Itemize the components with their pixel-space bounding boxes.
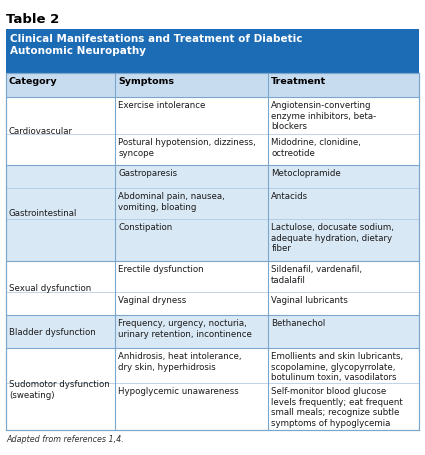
Text: Metoclopramide: Metoclopramide <box>271 168 341 177</box>
Text: Antacids: Antacids <box>271 192 309 201</box>
Text: Frequency, urgency, nocturia,
urinary retention, incontinence: Frequency, urgency, nocturia, urinary re… <box>119 318 252 338</box>
Text: Postural hypotension, dizziness,
syncope: Postural hypotension, dizziness, syncope <box>119 138 256 158</box>
Bar <box>6 262 419 315</box>
Text: Category: Category <box>9 77 58 86</box>
Text: Emollients and skin lubricants,
scopolamine, glycopyrrolate,
botulinum toxin, va: Emollients and skin lubricants, scopolam… <box>271 351 403 381</box>
Text: Lactulose, docusate sodium,
adequate hydration, dietary
fiber: Lactulose, docusate sodium, adequate hyd… <box>271 222 394 253</box>
Bar <box>6 315 419 348</box>
Text: Sildenafil, vardenafil,
tadalafil: Sildenafil, vardenafil, tadalafil <box>271 264 362 284</box>
Bar <box>6 74 419 98</box>
Text: Constipation: Constipation <box>119 222 173 231</box>
Text: Midodrine, clonidine,
octreotide: Midodrine, clonidine, octreotide <box>271 138 361 158</box>
Text: Clinical Manifestations and Treatment of Diabetic
Autonomic Neuropathy: Clinical Manifestations and Treatment of… <box>10 34 303 56</box>
Text: Gastrointestinal: Gastrointestinal <box>9 209 77 218</box>
Text: Erectile dysfunction: Erectile dysfunction <box>119 264 204 273</box>
Text: Vaginal lubricants: Vaginal lubricants <box>271 295 348 304</box>
Text: Bethanechol: Bethanechol <box>271 318 326 327</box>
Text: Symptoms: Symptoms <box>119 77 174 86</box>
Bar <box>6 74 419 430</box>
Text: Table 2: Table 2 <box>6 13 59 25</box>
Text: Abdominal pain, nausea,
vomiting, bloating: Abdominal pain, nausea, vomiting, bloati… <box>119 192 225 212</box>
Text: Sudomotor dysfunction
(sweating): Sudomotor dysfunction (sweating) <box>9 379 110 399</box>
Bar <box>6 348 419 430</box>
Text: Vaginal dryness: Vaginal dryness <box>119 295 187 304</box>
Text: Self-monitor blood glucose
levels frequently; eat frequent
small meals; recogniz: Self-monitor blood glucose levels freque… <box>271 386 403 427</box>
Bar <box>6 30 419 74</box>
Bar <box>6 98 419 166</box>
Text: Anhidrosis, heat intolerance,
dry skin, hyperhidrosis: Anhidrosis, heat intolerance, dry skin, … <box>119 351 242 371</box>
Text: Exercise intolerance: Exercise intolerance <box>119 101 206 110</box>
Text: Angiotensin-converting
enzyme inhibitors, beta-
blockers: Angiotensin-converting enzyme inhibitors… <box>271 101 377 131</box>
Text: Sexual dysfunction: Sexual dysfunction <box>9 284 91 293</box>
Text: Gastroparesis: Gastroparesis <box>119 168 178 177</box>
Text: Treatment: Treatment <box>271 77 326 86</box>
Text: Bladder dysfunction: Bladder dysfunction <box>9 327 96 336</box>
Text: Cardiovascular: Cardiovascular <box>9 127 73 136</box>
Text: Hypoglycemic unawareness: Hypoglycemic unawareness <box>119 386 239 395</box>
Bar <box>6 166 419 262</box>
Text: Adapted from references 1,4.: Adapted from references 1,4. <box>6 434 124 443</box>
